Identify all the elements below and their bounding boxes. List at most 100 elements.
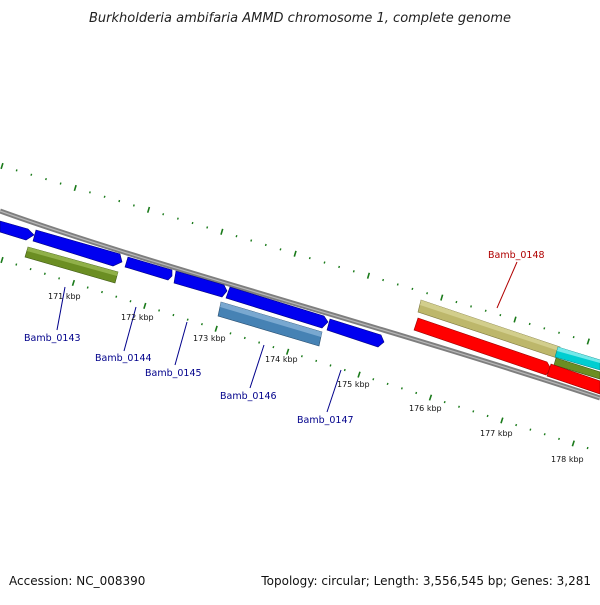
- inner-scale-minor-tick: [343, 368, 346, 372]
- outer-scale-minor-tick: [572, 336, 575, 339]
- chromosome-backbone-highlight: [0, 210, 600, 399]
- outer-scale-minor-tick: [499, 314, 502, 317]
- outer-scale-minor-tick: [30, 173, 33, 176]
- feature-bar-steelblue-highlight: [220, 302, 322, 337]
- inner-scale-minor-tick: [458, 405, 460, 408]
- outer-scale-minor-tick: [308, 256, 311, 260]
- scale-label-171: 171 kbp: [48, 292, 81, 301]
- outer-scale-minor-tick: [59, 182, 62, 185]
- gene-label-bamb-0147[interactable]: Bamb_0147: [297, 415, 354, 426]
- scale-label-177: 177 kbp: [480, 429, 513, 438]
- inner-scale-minor-tick: [415, 391, 418, 395]
- inner-scale-minor-tick: [400, 387, 403, 390]
- gene-arrow-bamb-0145[interactable]: [173, 270, 228, 298]
- outer-scale-minor-tick: [352, 270, 355, 273]
- genome-summary-label: Topology: circular; Length: 3,556,545 bp…: [260, 574, 591, 588]
- outer-scale-major-tick: [146, 206, 151, 213]
- inner-scale-minor-tick: [515, 423, 518, 427]
- outer-scale-major-tick: [586, 338, 590, 345]
- outer-scale-major-tick: [366, 272, 371, 279]
- outer-scale-minor-tick: [426, 292, 429, 295]
- inner-scale-minor-tick: [329, 364, 332, 367]
- gene-arrow-bamb-0146[interactable]: [225, 286, 329, 329]
- outer-scale-ticks: [0, 162, 590, 345]
- feature-bar-khaki-highlight: [420, 300, 560, 351]
- outer-scale-minor-tick: [470, 305, 472, 308]
- outer-scale-minor-tick: [558, 331, 560, 334]
- inner-scale-minor-tick: [129, 300, 132, 303]
- outer-scale-major-tick: [513, 316, 517, 323]
- outer-scale-minor-tick: [543, 327, 546, 330]
- outer-scale-minor-tick: [132, 204, 135, 207]
- gene-label-bamb-0148[interactable]: Bamb_0148: [488, 250, 545, 261]
- outer-scale-minor-tick: [382, 278, 385, 282]
- gene-arrow-bamb-0147[interactable]: [326, 318, 385, 348]
- outer-scale-major-tick: [220, 228, 224, 235]
- inner-scale-major-tick: [285, 348, 290, 355]
- outer-scale-minor-tick: [264, 243, 267, 247]
- inner-scale-minor-tick: [58, 277, 61, 280]
- gene-arrow-bamb-0142[interactable]: [0, 220, 35, 241]
- inner-scale-minor-tick: [543, 433, 546, 436]
- outer-scale-minor-tick: [235, 234, 238, 238]
- gene-label-bamb-0143[interactable]: Bamb_0143: [24, 333, 81, 344]
- outer-scale-minor-tick: [250, 239, 253, 242]
- inner-scale-minor-tick: [372, 378, 375, 381]
- outer-scale-minor-tick: [279, 248, 282, 251]
- inner-scale-minor-tick: [315, 359, 318, 363]
- feature-bar-olive-right[interactable]: [553, 357, 600, 380]
- outer-scale-major-tick: [440, 294, 444, 301]
- scale-label-178: 178 kbp: [551, 455, 584, 464]
- outer-scale-major-tick: [73, 184, 77, 192]
- inner-scale-ticks: [0, 256, 589, 450]
- gene-arrow-bamb-0143[interactable]: [32, 229, 123, 267]
- scale-label-175: 175 kbp: [337, 380, 370, 389]
- inner-scale-minor-tick: [158, 309, 161, 312]
- inner-scale-minor-tick: [558, 437, 560, 441]
- outer-scale-major-tick: [293, 250, 297, 257]
- scale-label-174: 174 kbp: [265, 355, 298, 364]
- inner-scale-minor-tick: [115, 295, 118, 298]
- scale-label-176: 176 kbp: [409, 404, 442, 413]
- inner-scale-major-tick: [357, 371, 361, 378]
- outer-scale-minor-tick: [411, 287, 414, 291]
- gene-label-bamb-0146[interactable]: Bamb_0146: [220, 391, 277, 402]
- accession-label: Accession: NC_008390: [9, 574, 145, 588]
- outer-scale-minor-tick: [15, 169, 18, 172]
- outer-scale-minor-tick: [191, 221, 194, 225]
- label-leader-bamb-0148: [496, 261, 518, 309]
- outer-scale-minor-tick: [176, 217, 179, 220]
- inner-scale-minor-tick: [386, 382, 389, 386]
- gene-arrow-bamb-0144[interactable]: [124, 256, 173, 281]
- chromosome-backbone: [0, 208, 600, 401]
- outer-scale-minor-tick: [103, 195, 106, 198]
- outer-scale-minor-tick: [484, 309, 487, 312]
- scale-label-172: 172 kbp: [121, 313, 154, 322]
- inner-scale-major-tick: [571, 440, 575, 447]
- outer-scale-minor-tick: [338, 265, 341, 269]
- outer-scale-major-tick: [0, 162, 4, 170]
- outer-scale-minor-tick: [45, 177, 47, 181]
- inner-scale-minor-tick: [86, 286, 89, 289]
- inner-scale-minor-tick: [529, 428, 532, 431]
- gene-label-bamb-0144[interactable]: Bamb_0144: [95, 353, 152, 364]
- label-leader-bamb-0145: [174, 321, 188, 366]
- outer-scale-minor-tick: [455, 300, 458, 304]
- inner-scale-minor-tick: [272, 345, 275, 349]
- outer-scale-minor-tick: [206, 226, 209, 229]
- inner-scale-minor-tick: [101, 290, 103, 294]
- outer-scale-minor-tick: [396, 283, 399, 286]
- inner-scale-major-tick: [0, 256, 4, 264]
- inner-scale-major-tick: [71, 279, 76, 287]
- inner-scale-minor-tick: [229, 332, 232, 335]
- label-leader-bamb-0146: [249, 344, 265, 389]
- gene-arrow-bamb-0149[interactable]: [546, 363, 600, 395]
- label-leader-bamb-0144: [123, 306, 137, 352]
- label-leader-bamb-0143: [56, 286, 66, 331]
- gene-label-bamb-0145[interactable]: Bamb_0145: [145, 368, 202, 379]
- outer-scale-minor-tick: [323, 261, 326, 264]
- scale-label-173: 173 kbp: [193, 334, 226, 343]
- inner-scale-minor-tick: [186, 318, 189, 321]
